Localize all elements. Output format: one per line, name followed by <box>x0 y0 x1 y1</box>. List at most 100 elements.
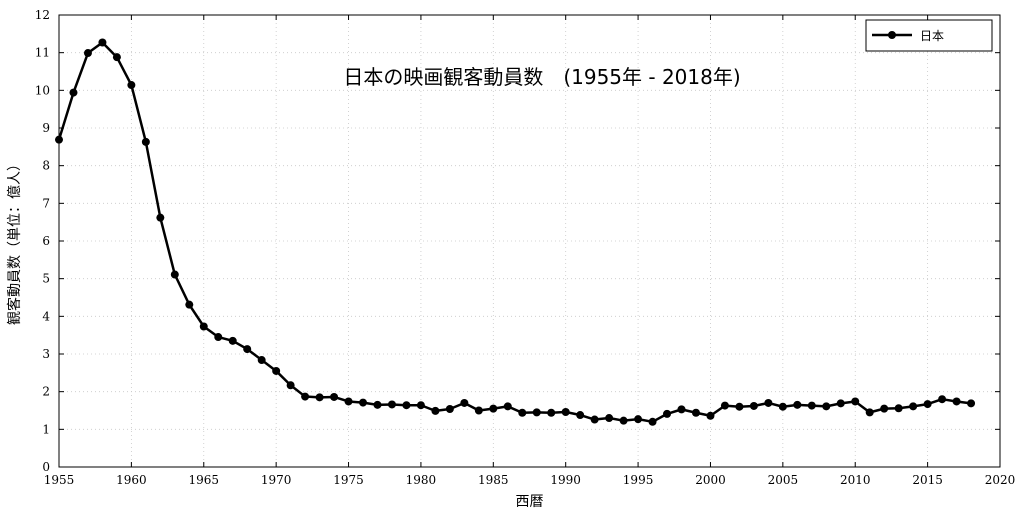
data-point <box>416 401 425 410</box>
data-point <box>967 399 976 408</box>
data-point <box>923 400 932 409</box>
data-point <box>474 406 483 415</box>
data-point <box>822 402 831 411</box>
data-point <box>663 409 672 418</box>
legend-marker <box>888 31 896 39</box>
legend-label: 日本 <box>920 29 944 43</box>
y-tick-label: 10 <box>35 83 50 97</box>
data-point <box>127 81 136 90</box>
data-point <box>518 408 527 417</box>
y-tick-label: 5 <box>42 272 50 286</box>
data-point <box>141 137 150 146</box>
data-point <box>286 381 295 390</box>
data-point <box>170 270 179 279</box>
x-tick-label: 1965 <box>188 473 219 487</box>
y-tick-label: 1 <box>42 422 50 436</box>
data-point <box>706 411 715 420</box>
data-point <box>98 38 107 47</box>
x-tick-label: 1995 <box>623 473 654 487</box>
data-point <box>894 404 903 413</box>
data-point <box>648 417 657 426</box>
data-point <box>83 49 92 58</box>
data-point <box>880 404 889 413</box>
plot-area <box>58 14 1001 468</box>
x-tick-label: 2020 <box>985 473 1016 487</box>
x-tick-label: 1990 <box>550 473 581 487</box>
data-point <box>634 415 643 424</box>
data-point <box>199 322 208 331</box>
y-tick-label: 12 <box>35 8 50 22</box>
series-line <box>57 41 972 424</box>
data-point <box>431 406 440 415</box>
data-point <box>344 397 353 406</box>
x-tick-label: 1985 <box>478 473 509 487</box>
y-tick-label: 8 <box>42 159 50 173</box>
grid <box>59 15 1000 467</box>
x-tick-label: 2005 <box>768 473 799 487</box>
data-point <box>836 399 845 408</box>
data-point <box>228 336 237 345</box>
data-point <box>489 404 498 413</box>
data-point <box>112 53 121 62</box>
data-point <box>55 135 63 144</box>
data-point <box>373 400 382 409</box>
data-point <box>851 397 860 406</box>
data-point <box>938 395 947 404</box>
data-point <box>69 88 78 97</box>
data-point <box>547 408 556 417</box>
data-point <box>952 397 961 406</box>
data-point <box>460 398 469 407</box>
data-point <box>272 366 281 375</box>
data-point <box>156 213 165 222</box>
data-point <box>532 408 541 417</box>
series-group <box>55 38 976 426</box>
data-point <box>605 414 614 423</box>
data-point <box>590 415 599 424</box>
data-point <box>720 401 729 410</box>
data-point <box>576 411 585 420</box>
y-tick-label: 2 <box>42 385 50 399</box>
data-point <box>445 404 454 413</box>
data-point <box>865 408 874 417</box>
y-tick-label: 6 <box>42 234 50 248</box>
data-point <box>402 401 411 410</box>
x-tick-label: 1980 <box>406 473 437 487</box>
data-point <box>301 392 310 401</box>
x-tick-label: 1970 <box>261 473 292 487</box>
data-point <box>677 405 686 414</box>
y-tick-label: 9 <box>42 121 50 135</box>
x-axis-label: 西暦 <box>516 494 544 510</box>
x-tick-label: 1975 <box>333 473 364 487</box>
data-point <box>909 402 918 411</box>
data-point <box>807 401 816 410</box>
data-point <box>735 402 744 411</box>
data-point <box>387 400 396 409</box>
x-tick-label: 1960 <box>116 473 147 487</box>
data-point <box>764 398 773 407</box>
data-point <box>185 300 194 309</box>
chart-title: 日本の映画観客動員数 (1955年 - 2018年) <box>343 65 740 89</box>
x-tick-label: 2015 <box>912 473 943 487</box>
data-point <box>359 398 368 407</box>
y-tick-label: 4 <box>42 309 50 323</box>
y-tick-label: 0 <box>42 460 50 474</box>
data-point <box>503 402 512 411</box>
y-axis-label: 観客動員数（単位：億人） <box>6 157 23 325</box>
data-point <box>561 408 570 417</box>
x-tick-label: 1955 <box>44 473 75 487</box>
data-point <box>330 392 339 401</box>
data-point <box>214 333 223 342</box>
y-tick-label: 7 <box>42 196 50 210</box>
x-tick-label: 2000 <box>695 473 726 487</box>
data-point <box>749 401 758 410</box>
data-point <box>257 356 266 365</box>
data-point <box>778 402 787 411</box>
y-tick-label: 3 <box>42 347 50 361</box>
legend: 日本 <box>865 19 993 52</box>
y-tick-label: 11 <box>35 46 50 60</box>
data-point <box>793 400 802 409</box>
data-point <box>619 416 628 425</box>
data-point <box>691 408 700 417</box>
